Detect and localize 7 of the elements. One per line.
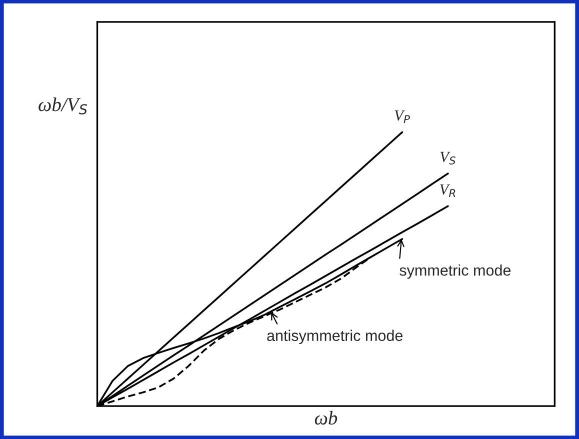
series-label: V$_{P}$ xyxy=(394,110,410,124)
y-axis-title: ωb/V$_{S}$ xyxy=(38,98,88,114)
x-axis-title: ωb xyxy=(314,410,338,425)
series-label: V$_{S}$ xyxy=(440,152,456,165)
annotation: symmetric mode xyxy=(400,264,511,279)
series-label: V$_{R}$ xyxy=(440,184,456,197)
annotation: antisymmetric mode xyxy=(267,330,403,344)
